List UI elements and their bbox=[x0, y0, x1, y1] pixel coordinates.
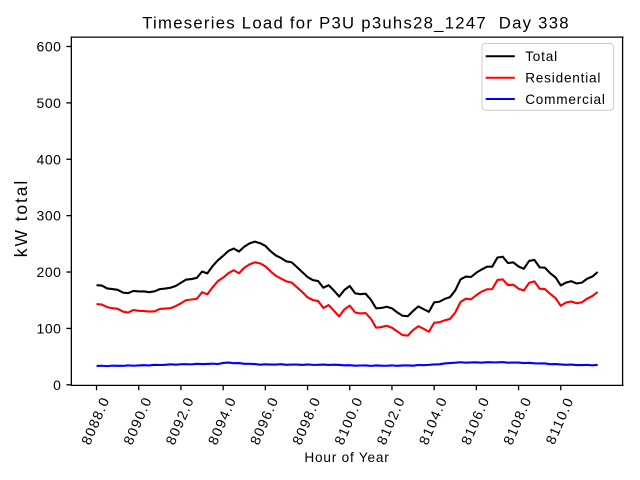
svg-text:200: 200 bbox=[36, 264, 61, 280]
svg-text:Timeseries Load for P3U p3uhs2: Timeseries Load for P3U p3uhs28_1247 Day… bbox=[142, 14, 570, 33]
svg-text:kW total: kW total bbox=[11, 179, 31, 257]
svg-text:0: 0 bbox=[53, 377, 61, 393]
svg-text:500: 500 bbox=[36, 95, 61, 111]
svg-text:Hour of Year: Hour of Year bbox=[304, 450, 389, 465]
svg-text:600: 600 bbox=[36, 39, 61, 55]
svg-text:100: 100 bbox=[36, 320, 61, 336]
svg-text:300: 300 bbox=[36, 208, 61, 224]
svg-text:400: 400 bbox=[36, 151, 61, 167]
svg-text:Total: Total bbox=[525, 49, 558, 64]
svg-text:Commercial: Commercial bbox=[525, 92, 606, 107]
svg-text:Residential: Residential bbox=[525, 71, 601, 86]
